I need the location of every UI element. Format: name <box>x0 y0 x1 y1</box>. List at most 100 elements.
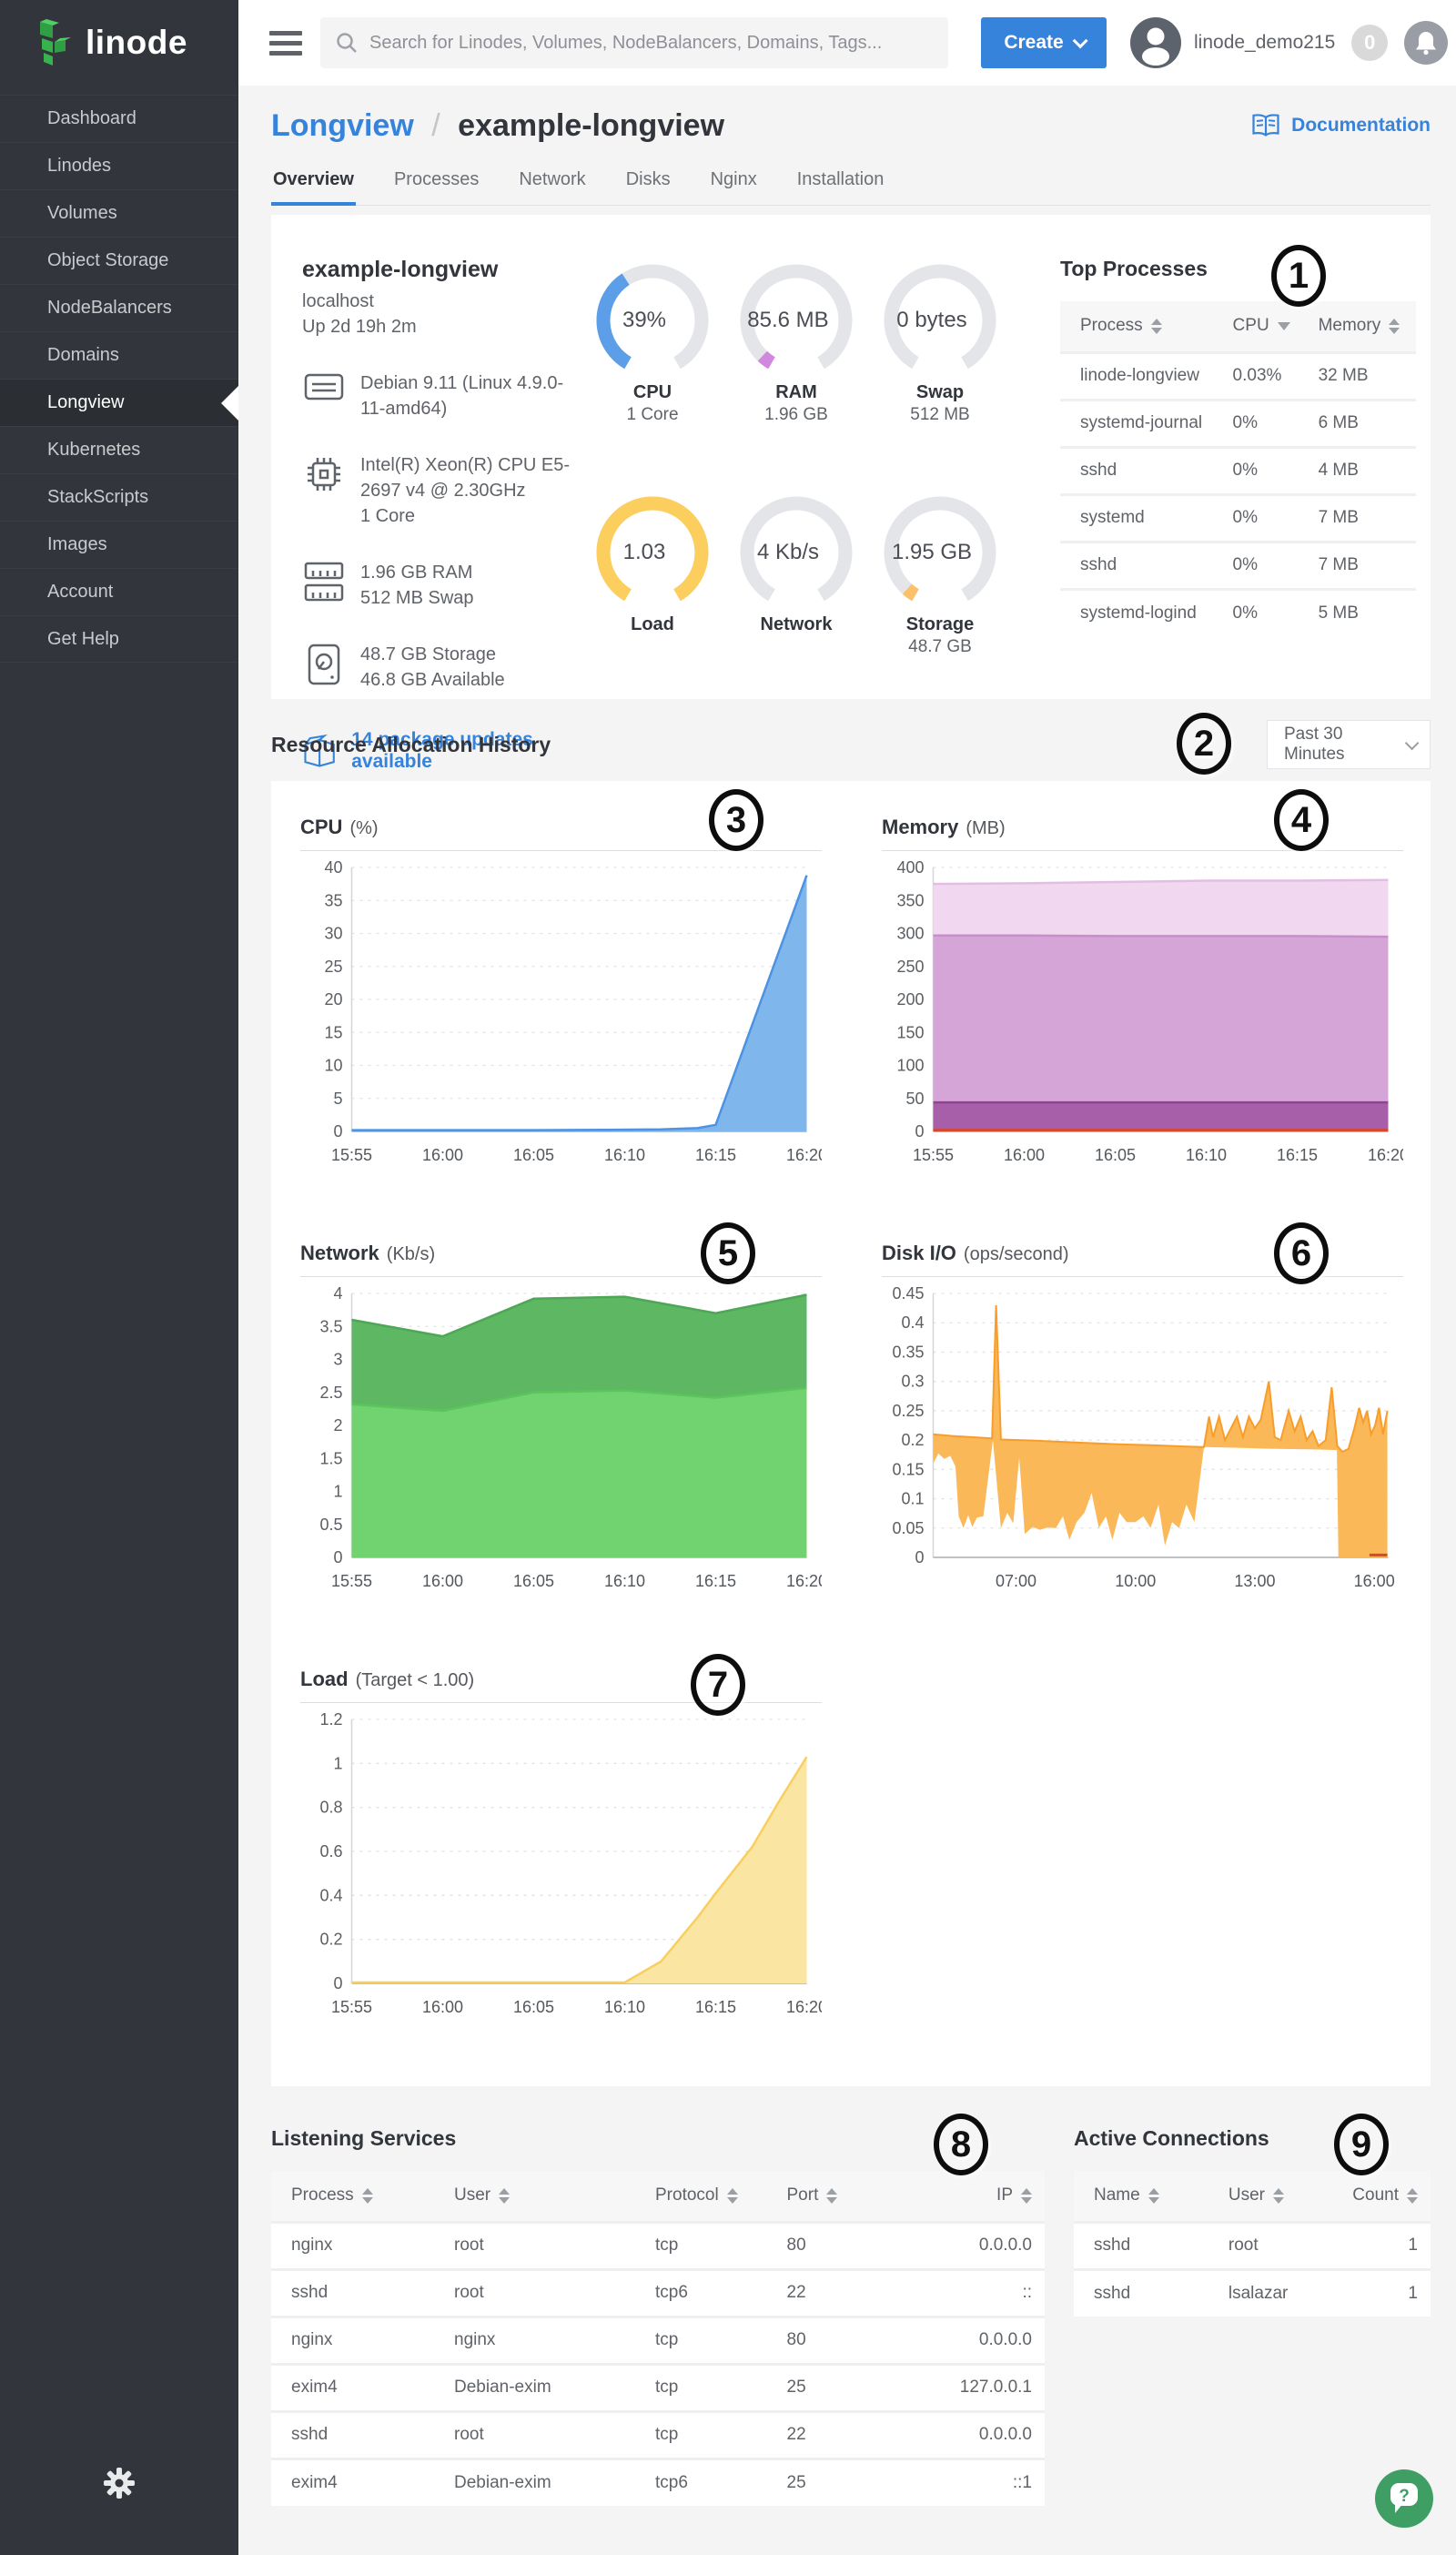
svg-text:0: 0 <box>333 1122 342 1141</box>
page-title: example-longview <box>458 107 725 143</box>
ram-gauge-value: 85.6 MB <box>747 308 829 332</box>
svg-text:300: 300 <box>896 925 924 943</box>
sidebar-item-linodes[interactable]: Linodes <box>0 142 238 189</box>
svg-text:16:10: 16:10 <box>604 1572 645 1590</box>
linode-logo-icon <box>40 19 71 66</box>
col-port[interactable]: Port <box>774 2171 890 2222</box>
table-row: systemd-journal 0% 6 MB <box>1060 398 1416 447</box>
sidebar-item-get-help[interactable]: Get Help <box>0 615 238 663</box>
create-button-label: Create <box>1004 32 1064 53</box>
annotation-marker-9: 9 <box>1334 2114 1389 2175</box>
network-gauge-value: 4 Kb/s <box>756 540 820 564</box>
documentation-link[interactable]: Documentation <box>1251 114 1431 137</box>
tab-installation[interactable]: Installation <box>796 169 885 189</box>
svg-text:2: 2 <box>333 1416 342 1435</box>
svg-text:50: 50 <box>905 1090 924 1108</box>
hostname: localhost <box>302 291 374 311</box>
col-cpu[interactable]: CPU <box>1219 301 1306 352</box>
network-chart: Network (Kb/s) 0 0.5 1 1.5 2 2.5 3 3.5 4 15:55 16:0… <box>300 1242 827 1615</box>
sidebar-item-nodebalancers[interactable]: NodeBalancers <box>0 284 238 331</box>
table-row: systemd 0% 7 MB <box>1060 492 1416 542</box>
col-name[interactable]: Name <box>1074 2171 1216 2222</box>
avatar[interactable] <box>1130 17 1181 68</box>
sidebar-item-account[interactable]: Account <box>0 568 238 615</box>
svg-text:0: 0 <box>915 1548 924 1566</box>
cpu-gauge: 39% CPU 1 Core <box>584 260 721 467</box>
username[interactable]: linode_demo215 <box>1194 32 1336 53</box>
svg-text:5: 5 <box>333 1090 342 1108</box>
col-memory[interactable]: Memory <box>1305 301 1416 352</box>
documentation-label: Documentation <box>1291 115 1431 136</box>
tab-network[interactable]: Network <box>519 169 586 189</box>
svg-text:16:20: 16:20 <box>786 1146 822 1164</box>
sidebar-item-volumes[interactable]: Volumes <box>0 189 238 237</box>
svg-text:16:15: 16:15 <box>1277 1146 1318 1164</box>
menu-toggle-icon[interactable] <box>269 30 302 56</box>
svg-text:0.3: 0.3 <box>901 1373 924 1391</box>
notification-count-badge[interactable]: 0 <box>1351 25 1389 61</box>
svg-text:100: 100 <box>896 1057 924 1075</box>
time-range-select[interactable]: Past 30 Minutes <box>1267 720 1431 769</box>
tab-disks[interactable]: Disks <box>625 169 671 189</box>
svg-text:0.4: 0.4 <box>319 1886 342 1904</box>
search-input[interactable] <box>369 32 934 54</box>
col-process[interactable]: Process <box>271 2171 441 2222</box>
annotation-marker-3: 3 <box>709 789 763 851</box>
tab-bar: Overview Processes Network Disks Nginx I… <box>271 160 1431 206</box>
col-user[interactable]: User <box>1215 2171 1340 2222</box>
sidebar-item-stackscripts[interactable]: StackScripts <box>0 473 238 521</box>
svg-text:0.25: 0.25 <box>892 1402 924 1420</box>
memory-chart: Memory (MB) 0 50 100 150 200 250 300 350 400 15:55… <box>882 816 1409 1189</box>
tab-nginx[interactable]: Nginx <box>710 169 757 189</box>
sidebar-item-kubernetes[interactable]: Kubernetes <box>0 426 238 473</box>
col-process[interactable]: Process <box>1060 301 1220 352</box>
sort-icon <box>1150 318 1162 334</box>
load-gauge: 1.03 Load <box>584 492 721 699</box>
tab-overview[interactable]: Overview <box>271 160 356 206</box>
sidebar-item-object-storage[interactable]: Object Storage <box>0 237 238 284</box>
load-chart: Load (Target < 1.00) 0 0.2 0.4 0.6 0.8 1 1.2 15:… <box>300 1668 827 2041</box>
sort-desc-icon <box>1277 321 1290 330</box>
sidebar-item-longview[interactable]: Longview <box>0 379 238 426</box>
svg-text:2.5: 2.5 <box>319 1384 342 1402</box>
svg-text:16:10: 16:10 <box>1186 1146 1227 1164</box>
svg-text:16:10: 16:10 <box>604 1998 645 2016</box>
linode-logo[interactable]: linode <box>0 0 238 86</box>
breadcrumb-longview-link[interactable]: Longview <box>271 107 414 143</box>
col-ip[interactable]: IP <box>890 2171 1045 2222</box>
svg-text:4: 4 <box>333 1284 342 1303</box>
sidebar-item-dashboard[interactable]: Dashboard <box>0 95 238 142</box>
svg-text:15:55: 15:55 <box>331 1998 372 2016</box>
svg-text:15:55: 15:55 <box>331 1146 372 1164</box>
os-icon <box>302 370 346 421</box>
annotation-marker-4: 4 <box>1274 789 1329 851</box>
storage-gauge-value: 1.95 GB <box>891 540 973 564</box>
settings-gear-icon[interactable] <box>103 2467 136 2504</box>
package-updates-link[interactable]: 14 package updates available <box>302 729 584 773</box>
top-processes-title: Top Processes <box>1060 257 1208 280</box>
table-row: systemd-logind 0% 5 MB <box>1060 587 1416 636</box>
ram-icon <box>302 560 346 611</box>
table-row: sshd 0% 4 MB <box>1060 445 1416 494</box>
cpu-gauge-value: 39% <box>622 308 667 332</box>
col-user[interactable]: User <box>441 2171 642 2222</box>
sidebar-item-images[interactable]: Images <box>0 521 238 568</box>
sidebar-item-domains[interactable]: Domains <box>0 331 238 379</box>
notifications-bell-icon[interactable] <box>1404 21 1449 65</box>
svg-text:15:55: 15:55 <box>331 1572 372 1590</box>
storage-gauge: 1.95 GB Storage 48.7 GB <box>872 492 1008 699</box>
svg-text:16:15: 16:15 <box>695 1572 736 1590</box>
annotation-marker-8: 8 <box>934 2114 988 2175</box>
col-count[interactable]: Count <box>1340 2171 1431 2222</box>
help-button[interactable]: ? <box>1375 2469 1433 2528</box>
global-search[interactable] <box>320 17 948 68</box>
svg-text:16:00: 16:00 <box>422 1998 463 2016</box>
tab-processes[interactable]: Processes <box>393 169 480 189</box>
table-row: exim4 Debian-exim tcp6 25::1 <box>271 2457 1045 2506</box>
table-row: sshd root tcp6 22:: <box>271 2267 1045 2317</box>
network-gauge: 4 Kb/s Network <box>728 492 864 699</box>
breadcrumb-separator: / <box>431 107 440 143</box>
os-label: Debian 9.11 (Linux 4.9.0-11-amd64) <box>360 373 564 419</box>
col-protocol[interactable]: Protocol <box>642 2171 774 2222</box>
create-button[interactable]: Create <box>981 17 1107 68</box>
